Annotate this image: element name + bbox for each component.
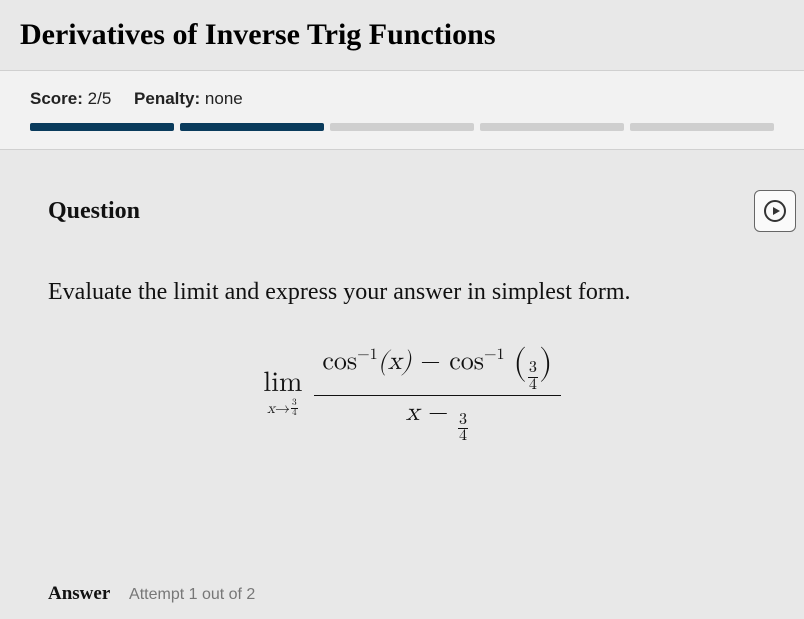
den-fraction: 3 4 (458, 413, 468, 445)
limit-approach: x → 3 4 (267, 399, 299, 418)
answer-label: Answer (48, 583, 110, 604)
minus2: − (428, 400, 448, 426)
question-prompt: Evaluate the limit and express your answ… (48, 276, 776, 310)
limit-operator: lim x → 3 4 (263, 369, 302, 418)
play-icon (764, 200, 786, 222)
answer-row: Answer Attempt 1 out of 2 (48, 583, 255, 605)
progress-segment-pending (480, 123, 624, 131)
paren-open: ( (513, 345, 527, 380)
cos2: cos (449, 348, 484, 374)
question-header-row: Question (48, 190, 776, 232)
minus1: − (420, 348, 440, 374)
arg1: (x) (378, 348, 412, 374)
approach-den: 4 (291, 409, 298, 418)
den-den: 4 (458, 429, 468, 444)
content-area: Question Evaluate the limit and express … (0, 150, 804, 447)
attempt-text: Attempt 1 out of 2 (129, 586, 255, 603)
question-heading: Question (48, 198, 140, 225)
score-value: 2/5 (88, 89, 112, 108)
main-fraction: cos−1(x) − cos−1 (34) x − 3 4 (314, 340, 560, 447)
den-var: x (406, 400, 420, 426)
exp1: −1 (357, 347, 378, 363)
score-label: Score: (30, 89, 83, 108)
penalty-label: Penalty: (134, 89, 200, 108)
exp2: −1 (484, 347, 505, 363)
approach-fraction: 3 4 (291, 399, 298, 418)
denominator: x − 3 4 (398, 396, 477, 447)
inner-den: 4 (528, 378, 538, 393)
score-panel: Score: 2/5 Penalty: none (0, 70, 804, 150)
lim-word: lim (263, 369, 302, 397)
progress-segment-pending (630, 123, 774, 131)
penalty-value: none (205, 89, 243, 108)
play-video-button[interactable] (754, 190, 796, 232)
math-expression: lim x → 3 4 cos−1(x) − cos−1 (34) (48, 340, 776, 447)
den-num: 3 (458, 413, 468, 429)
progress-segment-done (180, 123, 324, 131)
numerator: cos−1(x) − cos−1 (34) (314, 340, 560, 396)
page-title: Derivatives of Inverse Trig Functions (0, 0, 804, 70)
arrow-icon: → (275, 401, 290, 416)
progress-bar (30, 123, 774, 131)
inner-fraction: 34 (528, 361, 538, 393)
progress-segment-pending (330, 123, 474, 131)
approach-var: x (267, 401, 275, 416)
inner-num: 3 (528, 361, 538, 377)
progress-segment-done (30, 123, 174, 131)
paren-close: ) (539, 345, 553, 380)
score-line: Score: 2/5 Penalty: none (30, 89, 774, 109)
cos1: cos (322, 348, 357, 374)
